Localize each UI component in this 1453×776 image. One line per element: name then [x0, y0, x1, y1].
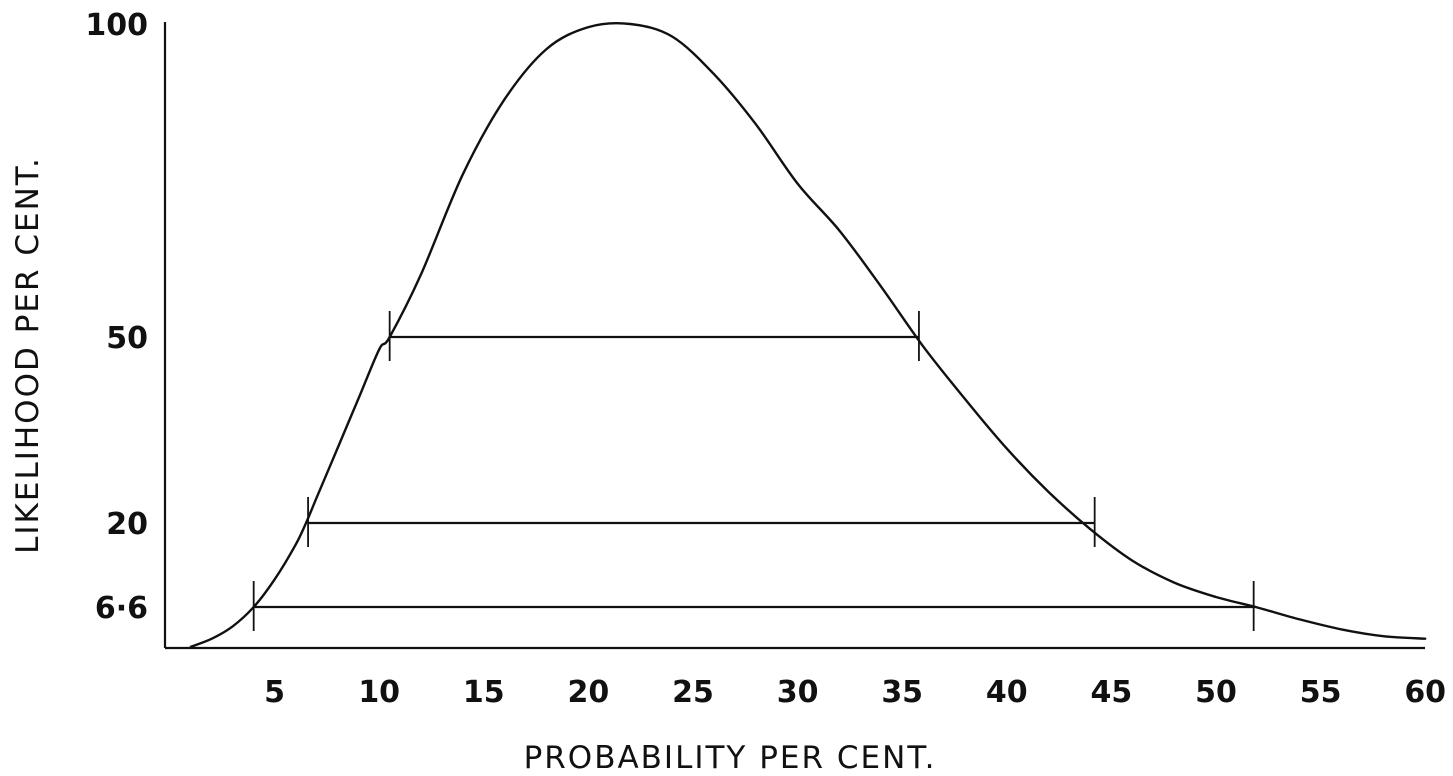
x-tick-label-45: 45 [1091, 675, 1133, 710]
x-tick-label-20: 20 [568, 675, 610, 710]
x-tick-label-55: 55 [1300, 675, 1342, 710]
x-tick-label-60: 60 [1404, 675, 1446, 710]
y-tick-label-50: 50 [106, 321, 148, 356]
x-tick-label-5: 5 [264, 675, 285, 710]
y-axis-title: LIKELIHOOD PER CENT. [10, 156, 46, 554]
y-tick-label-6-6: 6·6 [95, 591, 148, 626]
x-tick-label-40: 40 [986, 675, 1028, 710]
x-tick-label-35: 35 [881, 675, 923, 710]
tick-labels: 5 10 15 20 25 30 35 40 45 50 55 60 6·6 20 50 100 [85, 8, 1446, 710]
x-tick-label-15: 15 [463, 675, 505, 710]
plot-area [189, 21, 1427, 648]
x-tick-label-50: 50 [1195, 675, 1237, 710]
x-tick-label-25: 25 [672, 675, 714, 710]
y-tick-label-20: 20 [106, 507, 148, 542]
x-tick-label-10: 10 [358, 675, 400, 710]
likelihood-curve [189, 21, 1427, 648]
y-tick-label-100: 100 [85, 8, 148, 43]
x-tick-label-30: 30 [777, 675, 819, 710]
x-axis-title: PROBABILITY PER CENT. [524, 740, 937, 776]
